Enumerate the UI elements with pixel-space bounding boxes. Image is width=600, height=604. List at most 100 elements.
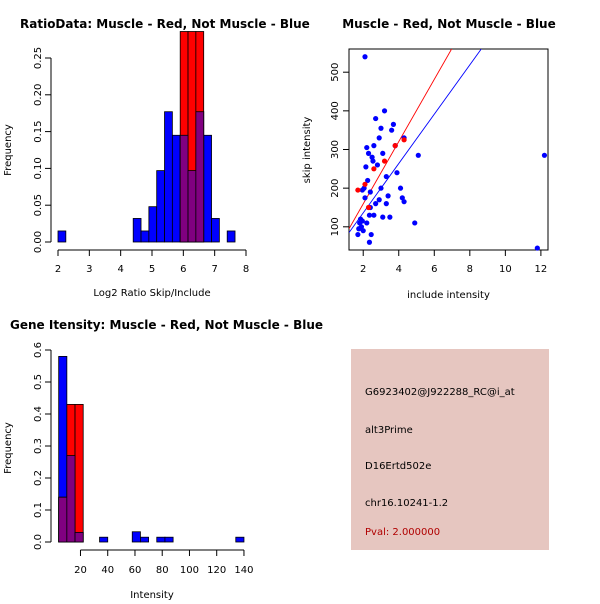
histogram-bar-blue: [140, 230, 150, 243]
scatter-point-blue: [370, 158, 376, 164]
histogram-bar-blue: [226, 230, 236, 243]
x-axis-label-1: include intensity: [407, 290, 490, 301]
pval-text: Pval: 2.000000: [365, 527, 441, 538]
scatter-point-red: [371, 166, 377, 172]
scatter-point-blue: [359, 187, 365, 193]
x-tick-label-1: 2: [360, 264, 366, 275]
y-tick-label-1: 200: [330, 179, 341, 198]
y-tick-label-0: 0.10: [33, 157, 44, 179]
scatter-point-blue: [365, 150, 372, 156]
histogram-bar-red: [74, 403, 84, 543]
y-tick-label-0: 0.20: [33, 84, 44, 106]
histogram-bar-blue: [140, 536, 149, 543]
scatter-point-blue: [363, 164, 369, 170]
y-tick-label-2: 0.5: [33, 374, 44, 390]
scatter-point-blue: [394, 170, 400, 176]
histogram-bar-blue: [99, 536, 109, 543]
scatter-point-blue: [401, 199, 407, 205]
x-tick-label-2: 80: [156, 565, 169, 576]
scatter-point-blue: [366, 239, 373, 245]
scatter-point-blue: [371, 212, 377, 218]
scatter-point-blue: [373, 201, 379, 207]
histogram-bar-overlap: [66, 455, 76, 543]
histogram-bar-overlap: [195, 111, 205, 243]
y-tick-label-1: 100: [330, 217, 341, 236]
x-tick-label-2: 40: [101, 565, 114, 576]
scatter-point-blue: [415, 152, 421, 158]
scatter-point-blue: [366, 212, 373, 218]
chart-title-1: Muscle - Red, Not Muscle - Blue: [342, 17, 556, 31]
fit-line-red: [349, 49, 453, 229]
chart-title-2: Gene Itensity: Muscle - Red, Not Muscle …: [10, 318, 323, 332]
y-tick-label-2: 0.4: [33, 406, 44, 422]
fit-line-blue: [349, 49, 482, 233]
histogram-bar-blue: [132, 218, 142, 243]
scatter-point-red: [381, 158, 388, 164]
x-tick-label-1: 10: [499, 264, 512, 275]
x-tick-label-0: 5: [149, 264, 155, 275]
y-tick-label-1: 400: [330, 101, 341, 120]
scatter-point-blue: [374, 162, 381, 168]
histogram-bar-overlap: [74, 532, 84, 543]
scatter-point-blue: [376, 197, 382, 203]
scatter-point-blue: [378, 125, 384, 131]
scatter-point-blue: [383, 173, 389, 180]
y-tick-label-1: 300: [330, 140, 341, 159]
scatter-point-blue: [383, 201, 389, 207]
x-tick-label-2: 140: [234, 565, 253, 576]
histogram-bar-blue: [148, 206, 158, 243]
scatter-point-blue: [376, 135, 382, 141]
scatter-point-red: [355, 187, 361, 193]
scatter-point-blue: [367, 189, 373, 195]
scatter-point-red: [401, 137, 407, 143]
scatter-point-blue: [368, 231, 374, 238]
y-tick-label-0: 0.25: [33, 47, 44, 69]
scatter-point-blue: [541, 152, 548, 158]
scatter-point-blue: [360, 228, 366, 234]
y-tick-label-2: 0.2: [33, 470, 44, 486]
histogram-bar-blue: [57, 230, 67, 243]
scatter-point-blue: [362, 54, 368, 60]
scatter-point-blue: [364, 220, 370, 226]
scatter-point-blue: [380, 214, 386, 220]
location-text: chr16.10241-1.2: [365, 498, 449, 509]
scatter-point-blue: [380, 150, 386, 156]
scatter-point-blue: [534, 245, 540, 251]
histogram-bar-overlap: [179, 134, 189, 243]
histogram-bar-blue: [156, 170, 165, 243]
x-tick-label-1: 12: [535, 264, 548, 275]
y-tick-label-1: 500: [330, 63, 341, 82]
scatter-point-blue: [389, 127, 395, 133]
histogram-bar-blue: [131, 531, 141, 543]
scatter-point-red: [365, 204, 372, 211]
scatter-point-blue: [399, 195, 405, 201]
scatter-point-blue: [358, 224, 365, 230]
x-tick-label-0: 6: [180, 264, 186, 275]
scatter-point-blue: [371, 143, 377, 149]
x-tick-label-2: 120: [207, 565, 226, 576]
x-tick-label-0: 4: [117, 264, 123, 275]
x-tick-label-1: 8: [467, 264, 473, 275]
y-tick-label-2: 0.6: [33, 342, 44, 358]
histogram-bar-blue: [156, 536, 166, 543]
scatter-point-blue: [359, 218, 365, 224]
probe-id-text: G6923402@J922288_RC@i_at: [365, 387, 515, 398]
chart-title-0: RatioData: Muscle - Red, Not Muscle - Bl…: [20, 17, 310, 31]
y-tick-label-2: 0.1: [33, 502, 44, 518]
x-tick-label-2: 60: [129, 565, 142, 576]
scatter-point-blue: [412, 220, 418, 226]
scatter-point-blue: [355, 231, 361, 238]
histogram-bar-overlap: [187, 170, 197, 243]
x-axis-label-0: Log2 Ratio Skip/Include: [93, 288, 210, 299]
histogram-bar-blue: [211, 218, 220, 243]
scatter-point-blue: [378, 185, 384, 191]
gene-name-text: D16Ertd502e: [365, 461, 432, 472]
histogram-bar-blue: [164, 111, 173, 243]
y-tick-label-2: 0.3: [33, 438, 44, 454]
x-tick-label-0: 3: [86, 264, 92, 275]
plot-frame-1: [348, 48, 549, 251]
y-tick-label-0: 0.00: [33, 231, 44, 253]
scatter-point-blue: [390, 121, 397, 127]
